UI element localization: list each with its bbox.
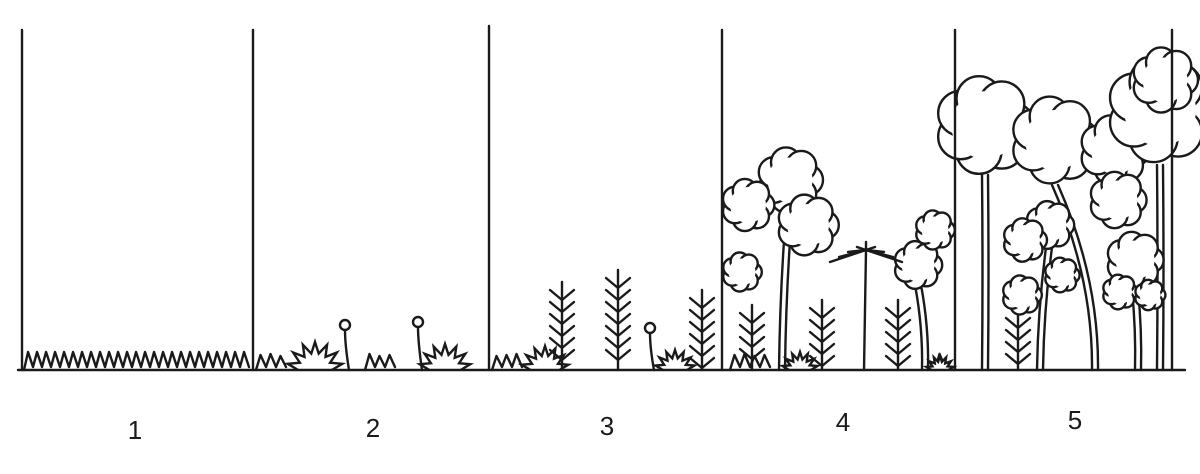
canopy: [767, 157, 813, 203]
fern-frond: [688, 344, 716, 358]
stage-label: 1: [128, 415, 142, 445]
shrub: [517, 342, 573, 372]
canopy: [728, 258, 756, 286]
fern-frond: [604, 300, 632, 314]
fern-frond: [1004, 340, 1032, 354]
stage-label: 2: [366, 413, 380, 443]
fern-frond: [688, 320, 716, 334]
fern-frond: [688, 356, 716, 370]
grass: [363, 352, 397, 372]
flower-stem: [648, 331, 656, 372]
grass: [728, 352, 772, 372]
canopy: [730, 187, 766, 223]
fern-frond: [548, 312, 576, 326]
fern-frond: [884, 306, 912, 320]
fern-frond: [548, 324, 576, 338]
canopy: [901, 248, 935, 282]
shrub: [415, 340, 475, 372]
canopy: [1008, 281, 1036, 309]
canopy: [1139, 284, 1161, 306]
artwork: [22, 46, 1200, 372]
palm-leaf: [846, 248, 868, 254]
grass: [254, 352, 288, 372]
fern-frond: [604, 312, 632, 326]
shrub: [778, 348, 822, 372]
fern-frond: [884, 342, 912, 356]
canopy: [1050, 263, 1074, 287]
stage-label: 4: [836, 407, 850, 437]
fern-frond: [884, 330, 912, 344]
flower-bud: [338, 318, 352, 332]
fern-frond: [688, 296, 716, 310]
fern-frond: [738, 335, 766, 349]
shrub: [922, 352, 958, 372]
fern-frond: [604, 336, 632, 350]
flower-stem: [416, 325, 424, 372]
trunk: [919, 283, 930, 372]
flower-bud: [643, 321, 657, 335]
fern-frond: [808, 354, 836, 368]
canopy: [1010, 225, 1040, 255]
palm-leaf: [864, 248, 904, 264]
shrub: [283, 338, 347, 372]
trunk: [913, 283, 924, 372]
stage-label: 3: [600, 411, 614, 441]
fern-frond: [808, 342, 836, 356]
fern-frond: [548, 336, 576, 350]
palm-leaf: [855, 245, 868, 252]
fern-frond: [808, 306, 836, 320]
fern-frond: [1004, 352, 1032, 366]
canopy: [921, 216, 949, 244]
fern-frond: [604, 348, 632, 362]
flower-stem: [343, 328, 351, 372]
fern-frond: [548, 288, 576, 302]
grass: [490, 352, 524, 372]
stage-label: 5: [1068, 405, 1082, 435]
fern-frond: [604, 288, 632, 302]
shrub: [651, 346, 699, 372]
canopy: [1108, 280, 1132, 304]
fern-frond: [1004, 328, 1032, 342]
fern-frond: [884, 354, 912, 368]
fern-frond: [604, 324, 632, 338]
fern-frond: [688, 332, 716, 346]
flower-bud: [411, 315, 425, 329]
fern-frond: [808, 330, 836, 344]
fern-frond: [738, 347, 766, 361]
trunk: [1041, 238, 1055, 372]
canopy: [951, 91, 1019, 159]
fern-frond: [808, 318, 836, 332]
fern-frond: [884, 318, 912, 332]
trunk: [986, 173, 990, 372]
grass: [22, 350, 251, 372]
fern-frond: [738, 323, 766, 337]
canopy: [1142, 57, 1188, 103]
fern-frond: [548, 300, 576, 314]
canopy: [1115, 240, 1155, 280]
canopy: [1025, 110, 1085, 170]
fern-frond: [1004, 316, 1032, 330]
fern-frond: [604, 276, 632, 290]
canopy: [787, 204, 829, 246]
trunk: [1035, 238, 1049, 372]
palm-trunk: [862, 248, 868, 372]
trunk: [1161, 163, 1165, 372]
fern-frond: [738, 311, 766, 325]
fern-frond: [548, 348, 576, 362]
canopy: [1098, 180, 1138, 220]
trunk: [980, 173, 984, 372]
fern-frond: [688, 308, 716, 322]
